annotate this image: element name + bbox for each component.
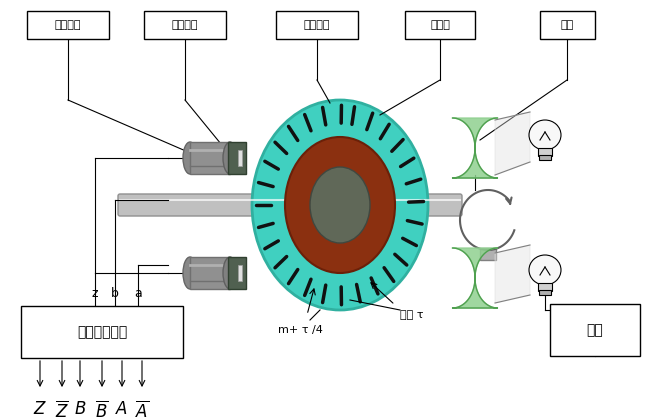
Ellipse shape	[223, 142, 237, 174]
Polygon shape	[495, 112, 530, 175]
Text: m+ τ /4: m+ τ /4	[278, 325, 323, 335]
Text: 光源: 光源	[586, 323, 604, 337]
Ellipse shape	[529, 255, 561, 285]
Text: a: a	[134, 287, 142, 300]
Text: $\mathit{\overline{A}}$: $\mathit{\overline{A}}$	[135, 400, 149, 417]
Text: $\mathit{A}$: $\mathit{A}$	[116, 400, 129, 417]
Text: z: z	[92, 287, 98, 300]
Text: 节距 τ: 节距 τ	[400, 310, 424, 320]
Bar	[276, 11, 358, 39]
Bar	[190, 142, 230, 174]
Polygon shape	[452, 248, 497, 308]
Text: b: b	[111, 287, 119, 300]
Ellipse shape	[529, 120, 561, 150]
Text: 透镜: 透镜	[560, 20, 574, 30]
Ellipse shape	[183, 257, 197, 289]
Bar	[405, 11, 475, 39]
Bar	[21, 306, 183, 358]
Polygon shape	[452, 118, 497, 178]
FancyBboxPatch shape	[118, 194, 342, 216]
Text: $\mathit{B}$: $\mathit{B}$	[74, 400, 86, 417]
Ellipse shape	[252, 100, 428, 310]
Ellipse shape	[183, 142, 197, 174]
Bar	[27, 11, 109, 39]
Bar	[539, 290, 551, 295]
Text: 光敏元件: 光敏元件	[54, 20, 81, 30]
Text: $\mathit{\overline{B}}$: $\mathit{\overline{B}}$	[96, 400, 109, 417]
Bar	[538, 283, 552, 291]
Ellipse shape	[223, 257, 237, 289]
Ellipse shape	[310, 167, 370, 243]
Bar	[539, 155, 551, 160]
Text: $\mathit{\overline{Z}}$: $\mathit{\overline{Z}}$	[55, 400, 69, 417]
Ellipse shape	[285, 137, 395, 273]
Text: $\mathit{Z}$: $\mathit{Z}$	[33, 400, 47, 417]
Text: 信号处理装置: 信号处理装置	[77, 325, 127, 339]
Polygon shape	[495, 245, 530, 303]
Bar	[480, 248, 496, 260]
Bar	[228, 257, 246, 289]
Bar	[539, 11, 594, 39]
Text: 透光狭缝: 透光狭缝	[172, 20, 199, 30]
Text: 码盘基片: 码盘基片	[303, 20, 330, 30]
Bar	[550, 304, 640, 356]
Bar	[238, 150, 242, 166]
Bar	[228, 142, 246, 174]
Bar	[238, 265, 242, 281]
Text: 光栅板: 光栅板	[430, 20, 450, 30]
Bar	[538, 148, 552, 156]
Bar	[190, 257, 230, 289]
Bar	[144, 11, 226, 39]
FancyBboxPatch shape	[338, 194, 462, 216]
